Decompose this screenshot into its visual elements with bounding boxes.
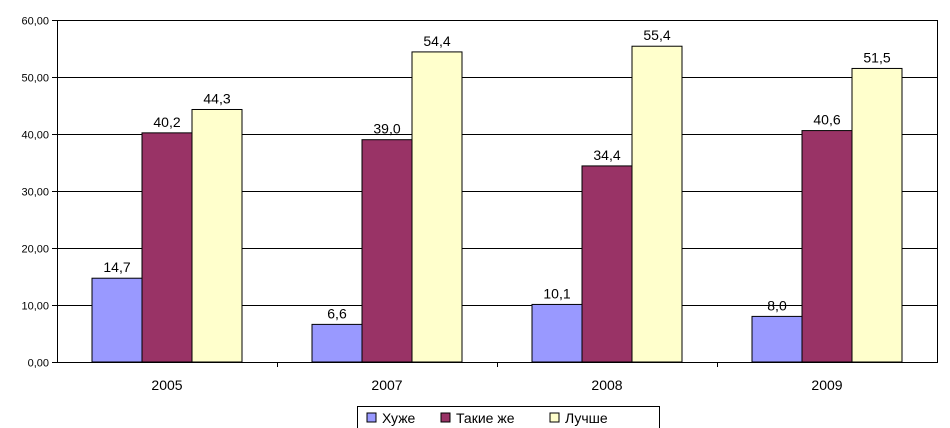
bar xyxy=(91,277,143,363)
data-label: 6,6 xyxy=(327,305,347,321)
bar xyxy=(361,139,413,363)
data-label: 39,0 xyxy=(373,121,400,137)
bar xyxy=(581,165,633,363)
axes: 0,00 10,00 20,00 30,00 40,00 50,00 60,00 2005 20… xyxy=(21,16,938,393)
bar xyxy=(531,303,583,363)
legend-box xyxy=(357,406,660,428)
bar xyxy=(801,130,853,363)
x-tick-label: 2005 xyxy=(151,377,182,393)
legend-label: Лучше xyxy=(565,410,608,426)
y-tick-label: 10,00 xyxy=(21,301,49,313)
bar xyxy=(411,51,463,363)
data-label: 55,4 xyxy=(643,27,670,43)
data-labels: 14,7 40,2 44,3 6,6 39,0 54,4 10,1 34,4 55,4 8,0 40… xyxy=(103,27,890,321)
bar xyxy=(751,315,803,363)
legend-swatch xyxy=(549,412,560,423)
legend: Хуже Такие же Лучше xyxy=(357,406,660,428)
legend-swatch xyxy=(440,412,451,423)
bar xyxy=(141,132,193,363)
data-label: 14,7 xyxy=(103,259,130,275)
y-tick-label: 50,00 xyxy=(21,73,49,85)
data-label: 40,2 xyxy=(153,114,180,130)
x-tick-label: 2008 xyxy=(591,377,622,393)
data-label: 44,3 xyxy=(203,90,230,106)
bar xyxy=(851,67,903,363)
y-tick-label: 40,00 xyxy=(21,130,49,142)
data-label: 51,5 xyxy=(863,49,890,65)
data-label: 40,6 xyxy=(813,112,840,128)
legend-swatch xyxy=(366,412,377,423)
y-tick-label: 30,00 xyxy=(21,187,49,199)
y-tick-label: 60,00 xyxy=(21,16,49,28)
bar xyxy=(311,323,363,363)
bar xyxy=(631,45,683,363)
data-label: 54,4 xyxy=(423,33,450,49)
y-tick-label: 20,00 xyxy=(21,244,49,256)
x-tick-label: 2007 xyxy=(371,377,402,393)
bar xyxy=(191,108,243,363)
y-tick-label: 0,00 xyxy=(28,358,49,370)
data-label: 34,4 xyxy=(593,147,620,163)
x-tick-label: 2009 xyxy=(811,377,842,393)
legend-label: Хуже xyxy=(382,410,416,426)
legend-label: Такие же xyxy=(456,410,515,426)
bars xyxy=(91,45,903,363)
data-label: 8,0 xyxy=(767,297,787,313)
data-label: 10,1 xyxy=(543,285,570,301)
